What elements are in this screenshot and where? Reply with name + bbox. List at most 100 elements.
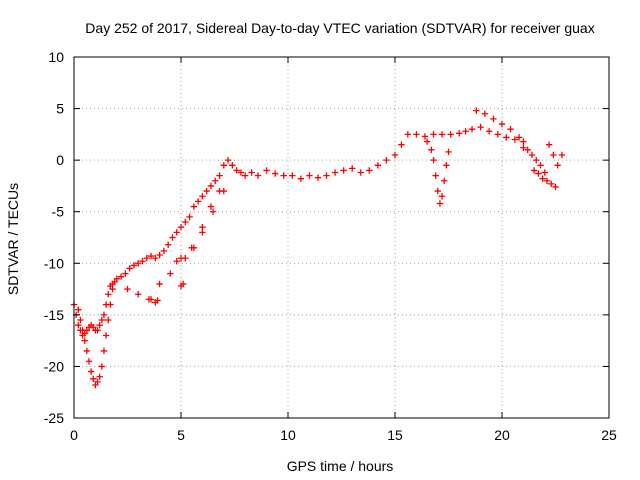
- data-point: [473, 107, 480, 114]
- data-point: [511, 136, 519, 143]
- data-point: [229, 162, 236, 169]
- data-point: [98, 363, 106, 370]
- data-point: [77, 316, 84, 324]
- data-point: [456, 130, 463, 137]
- data-point: [237, 169, 245, 176]
- y-tick-label: 5: [56, 101, 64, 117]
- data-point: [530, 167, 538, 174]
- data-point: [554, 162, 561, 169]
- data-point: [177, 223, 185, 231]
- data-point: [383, 156, 390, 164]
- data-point: [173, 258, 180, 265]
- y-tick-label: 10: [48, 49, 64, 65]
- y-tick-label: 0: [56, 152, 64, 168]
- data-point: [143, 254, 150, 262]
- data-point: [289, 172, 296, 179]
- data-point: [107, 301, 114, 308]
- data-point: [87, 368, 95, 375]
- data-point: [548, 180, 555, 188]
- data-point: [154, 297, 161, 304]
- data-point: [436, 200, 444, 207]
- data-point: [443, 162, 450, 169]
- data-point: [96, 321, 103, 329]
- data-point: [468, 126, 476, 133]
- data-point: [477, 123, 484, 131]
- series-dip-near-1h: [75, 285, 116, 389]
- data-point: [220, 162, 227, 169]
- data-point: [520, 138, 527, 145]
- series-drop-near-17h: [423, 138, 452, 207]
- data-point: [156, 251, 163, 259]
- data-point: [428, 146, 435, 154]
- data-point: [216, 187, 223, 195]
- data-point: [81, 337, 88, 344]
- grid-layer: [74, 57, 609, 418]
- data-point: [117, 273, 125, 280]
- data-point: [374, 162, 382, 169]
- data-point: [233, 167, 240, 174]
- data-point: [462, 128, 469, 135]
- data-point: [323, 172, 330, 179]
- data-point: [490, 115, 497, 123]
- data-point: [94, 378, 101, 386]
- y-tick-label: -10: [44, 255, 64, 271]
- data-point: [216, 172, 223, 179]
- y-tick-label: -5: [52, 204, 65, 220]
- data-point: [160, 247, 168, 255]
- y-tick-label: -20: [44, 358, 64, 374]
- plot-frame: [73, 56, 610, 419]
- data-point: [105, 291, 112, 298]
- data-point: [212, 177, 219, 184]
- data-point: [186, 213, 193, 221]
- data-point: [481, 110, 489, 117]
- x-tick-label: 20: [494, 427, 510, 443]
- y-tick-label: -25: [44, 410, 64, 426]
- data-point: [79, 327, 86, 334]
- data-point: [558, 151, 566, 159]
- data-point: [398, 141, 405, 148]
- data-point: [242, 172, 249, 179]
- x-tick-label: 25: [601, 427, 617, 443]
- x-tick-label: 5: [177, 427, 185, 443]
- data-point: [90, 375, 97, 383]
- data-point: [438, 131, 446, 138]
- data-point: [135, 291, 142, 298]
- data-point: [167, 270, 174, 277]
- y-tick-label: -15: [44, 307, 64, 323]
- data-point: [515, 134, 523, 141]
- data-point: [404, 131, 412, 138]
- x-tick-label: 10: [280, 427, 296, 443]
- data-point: [94, 327, 101, 334]
- data-point: [366, 167, 373, 174]
- data-point: [271, 170, 279, 177]
- data-point: [147, 252, 155, 260]
- data-point: [445, 148, 452, 156]
- data-point: [423, 138, 431, 145]
- data-point: [447, 131, 454, 138]
- data-point: [430, 156, 437, 164]
- data-point: [100, 311, 108, 319]
- data-point: [421, 133, 429, 140]
- data-point: [207, 182, 215, 190]
- data-point: [537, 162, 544, 169]
- data-point: [156, 280, 163, 288]
- series-scatter-branches: [147, 187, 223, 306]
- data-point: [543, 177, 551, 184]
- data-point: [207, 203, 215, 210]
- data-point: [524, 146, 531, 154]
- data-point: [102, 332, 110, 339]
- data-point: [441, 177, 448, 184]
- x-tick-label: 0: [70, 427, 78, 443]
- data-point: [280, 172, 287, 179]
- series-late-trace: [473, 107, 566, 176]
- series-main-trace: [70, 123, 527, 339]
- data-point: [199, 223, 206, 231]
- data-point: [199, 193, 206, 200]
- data-point: [254, 172, 262, 179]
- data-point: [164, 241, 172, 248]
- data-point: [169, 234, 176, 241]
- data-point: [113, 275, 120, 282]
- data-point: [533, 156, 540, 164]
- data-point: [432, 172, 439, 179]
- data-point: [190, 203, 198, 210]
